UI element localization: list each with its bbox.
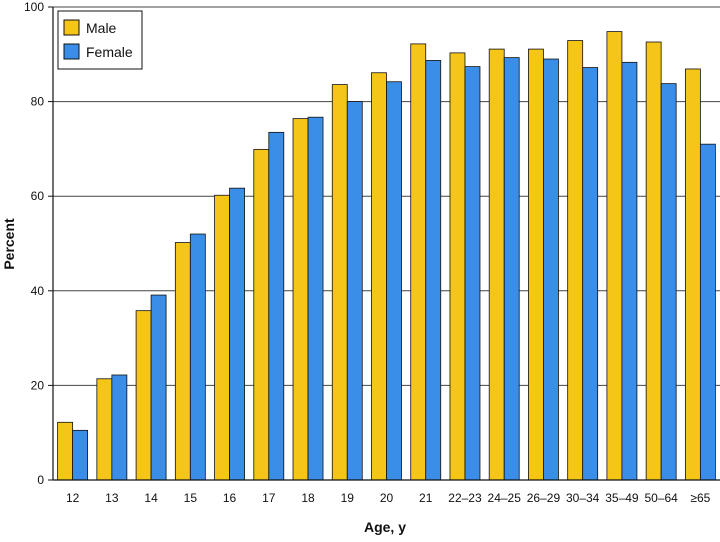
bar-male-14: [606, 31, 623, 481]
bar-female-12: [543, 58, 559, 481]
x-tick-label: 22–23: [448, 491, 482, 505]
bar-male-13: [567, 40, 584, 481]
y-axis-title: Percent: [1, 218, 17, 270]
bar-female-3: [189, 233, 206, 481]
bar-male-16: [684, 68, 701, 481]
bar-male-0: [57, 421, 74, 481]
bar-female-8: [386, 81, 402, 481]
x-tick-label: 30–34: [566, 491, 600, 505]
x-tick-label: ≥65: [690, 491, 710, 505]
bar-female-10: [464, 66, 481, 481]
bar-male-7: [331, 84, 348, 481]
bar-female-5: [268, 131, 285, 481]
y-tick-label: 20: [31, 378, 45, 392]
bar-male-8: [371, 72, 387, 481]
x-tick-label: 26–29: [527, 491, 561, 505]
y-tick-label: 60: [31, 189, 45, 203]
x-tick-label: 14: [144, 491, 158, 505]
bar-male-2: [135, 310, 152, 481]
bar-female-6: [307, 116, 324, 481]
bar-female-15: [660, 83, 677, 481]
x-tick-label: 19: [341, 491, 355, 505]
bar-male-6: [292, 118, 309, 481]
bar-female-7: [346, 101, 363, 481]
bar-female-11: [503, 57, 520, 481]
x-tick-label: 35–49: [605, 491, 639, 505]
legend-swatch-female: [63, 43, 80, 60]
bar-female-1: [111, 374, 128, 481]
x-tick-label: 24–25: [488, 491, 522, 505]
y-tick-label: 80: [31, 95, 45, 109]
x-tick-label: 15: [184, 491, 198, 505]
legend-swatch-male: [63, 19, 80, 36]
bar-female-14: [621, 61, 638, 481]
legend-label-female: Female: [86, 44, 133, 60]
x-tick-label: 16: [223, 491, 237, 505]
x-tick-label: 18: [301, 491, 315, 505]
bar-male-4: [214, 194, 230, 481]
legend-label-male: Male: [86, 20, 117, 36]
bar-male-5: [253, 148, 270, 481]
x-tick-labels: 12 13 14 15 16 17 18 19 20 21 22–23 24–25 26–29 30–34…: [66, 491, 711, 505]
legend: Male Female: [57, 10, 143, 70]
bars: [57, 31, 716, 481]
x-tick-label: 50–64: [644, 491, 678, 505]
bar-female-9: [425, 60, 442, 481]
bar-female-2: [150, 294, 167, 481]
x-axis-title: Age, y: [364, 519, 406, 535]
bar-male-11: [488, 48, 505, 481]
bar-male-9: [410, 43, 427, 481]
axes: [52, 7, 720, 481]
x-tick-label: 13: [105, 491, 119, 505]
bar-male-1: [96, 378, 113, 481]
x-tick-label: 21: [419, 491, 433, 505]
bar-female-16: [699, 143, 716, 481]
bar-male-3: [174, 242, 191, 481]
y-tick-label: 0: [37, 473, 44, 487]
bar-male-10: [449, 52, 466, 481]
x-tick-label: 12: [66, 491, 80, 505]
x-tick-label: 20: [380, 491, 394, 505]
y-tick-labels: 0 20 40 60 80 100: [24, 0, 53, 487]
bar-male-12: [528, 48, 544, 481]
x-tick-label: 17: [262, 491, 276, 505]
y-tick-label: 40: [31, 284, 45, 298]
bar-male-15: [645, 41, 662, 481]
bar-female-4: [229, 187, 245, 481]
y-tick-label: 100: [24, 0, 44, 14]
bar-female-0: [72, 429, 89, 481]
bar-female-13: [582, 67, 599, 481]
